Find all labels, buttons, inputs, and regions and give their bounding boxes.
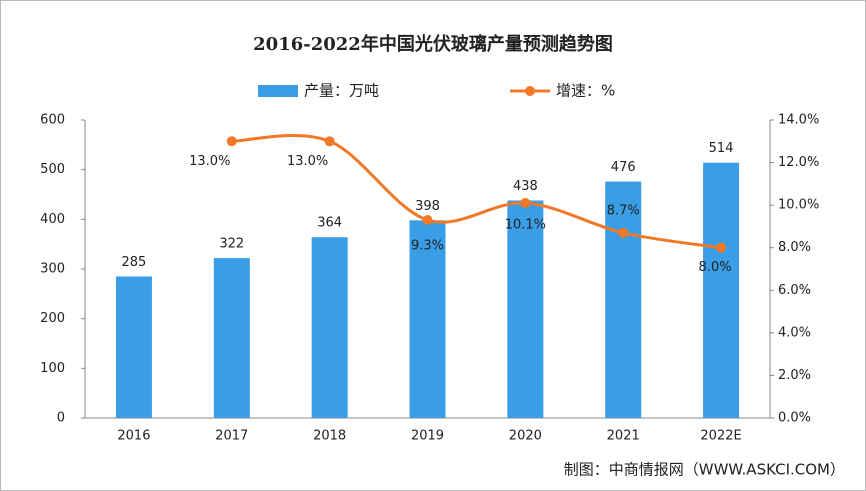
legend-label: 产量：万吨 (304, 82, 379, 100)
y2-tick-label: 2.0% (778, 368, 811, 383)
y-tick-label: 300 (40, 262, 65, 277)
bar (115, 276, 152, 418)
legend-label: 增速：% (556, 82, 615, 100)
bar-label: 514 (709, 141, 734, 156)
bar (507, 200, 544, 418)
bar-label: 322 (219, 237, 244, 252)
line-point (618, 227, 629, 238)
x-tick-label: 2017 (215, 429, 248, 444)
y-tick-label: 500 (40, 162, 65, 177)
x-tick-label: 2019 (411, 429, 444, 444)
y2-tick-label: 10.0% (778, 198, 819, 213)
y2-tick-label: 4.0% (778, 325, 811, 340)
x-tick-label: 2021 (607, 429, 640, 444)
bar (409, 220, 446, 418)
line-label: 10.1% (505, 218, 546, 233)
x-tick-label: 2016 (117, 429, 150, 444)
y2-tick-label: 6.0% (778, 283, 811, 298)
chart-title: 2016-2022年中国光伏玻璃产量预测趋势图 (253, 33, 613, 55)
x-tick-label: 2018 (313, 429, 346, 444)
bar (605, 181, 642, 418)
line-point (324, 136, 335, 147)
x-tick-label: 2022E (700, 429, 741, 444)
bar-label: 285 (122, 255, 147, 270)
line-point (422, 215, 433, 226)
legend-swatch (525, 86, 535, 96)
bar (703, 162, 740, 418)
y-tick-label: 0 (57, 411, 65, 426)
bar-label: 364 (317, 216, 342, 231)
bar (213, 258, 250, 418)
bar-label: 438 (513, 179, 538, 194)
y2-tick-label: 0.0% (778, 411, 811, 426)
line-label: 8.0% (699, 260, 732, 275)
y-tick-label: 100 (40, 361, 65, 376)
y-tick-label: 400 (40, 212, 65, 227)
y-tick-label: 200 (40, 311, 65, 326)
bar-label: 476 (611, 160, 636, 175)
bar-label: 398 (415, 199, 440, 214)
line-label: 13.0% (189, 154, 230, 169)
y2-tick-label: 8.0% (778, 240, 811, 255)
line-point (520, 198, 531, 209)
y2-tick-label: 14.0% (778, 113, 819, 128)
y2-tick-label: 12.0% (778, 155, 819, 170)
line-point (226, 136, 237, 147)
line-point (716, 242, 727, 253)
line-label: 13.0% (287, 154, 328, 169)
line-label: 8.7% (607, 203, 640, 218)
x-tick-label: 2020 (509, 429, 542, 444)
bar (311, 237, 348, 418)
y-tick-label: 600 (40, 113, 65, 128)
line-label: 9.3% (411, 239, 444, 254)
source: 制图：中商情报网（WWW.ASKCI.COM） (564, 461, 845, 479)
legend-swatch (258, 85, 298, 97)
